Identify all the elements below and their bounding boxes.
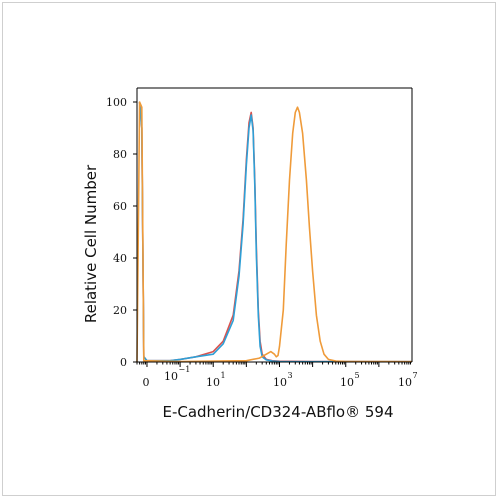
x-tick-base: 10 bbox=[340, 376, 354, 389]
y-axis-title: Relative Cell Number bbox=[82, 164, 100, 323]
figure-frame bbox=[2, 2, 496, 496]
x-tick-label: 105 bbox=[340, 371, 360, 389]
y-tick-labels: 0 20 40 60 80 100 bbox=[106, 96, 127, 369]
y-tick-label: 40 bbox=[113, 252, 127, 265]
x-tick-exponent: 5 bbox=[355, 371, 360, 380]
plot-border bbox=[136, 87, 413, 363]
x-tick-label: 103 bbox=[273, 371, 293, 389]
series-line-3 bbox=[136, 101, 413, 363]
chart-marks bbox=[136, 101, 413, 363]
y-tick-label: 0 bbox=[120, 356, 127, 369]
x-tick-label: 101 bbox=[206, 371, 226, 389]
x-tick-exponent: 3 bbox=[288, 371, 293, 380]
tick-marks bbox=[133, 101, 411, 367]
x-tick-exponent: −1 bbox=[179, 365, 191, 374]
series-line-2 bbox=[138, 101, 412, 363]
x-tick-exponent: 7 bbox=[413, 371, 418, 380]
series-line-1 bbox=[138, 101, 413, 363]
x-tick-label: 107 bbox=[398, 371, 418, 389]
y-tick-label: 60 bbox=[113, 200, 127, 213]
x-tick-base: 10 bbox=[164, 370, 178, 383]
x-tick-label: 10−1 bbox=[164, 365, 190, 383]
x-tick-base: 10 bbox=[273, 376, 287, 389]
x-tick-exponent: 1 bbox=[221, 371, 226, 380]
y-tick-label: 100 bbox=[106, 96, 127, 109]
y-tick-label: 20 bbox=[113, 304, 127, 317]
x-tick-label: 0 bbox=[143, 376, 150, 389]
y-tick-label: 80 bbox=[113, 148, 127, 161]
x-tick-base: 0 bbox=[143, 376, 150, 389]
x-tick-base: 10 bbox=[398, 376, 412, 389]
x-tick-base: 10 bbox=[206, 376, 220, 389]
x-axis-title: E-Cadherin/CD324-ABflo® 594 bbox=[162, 403, 393, 421]
